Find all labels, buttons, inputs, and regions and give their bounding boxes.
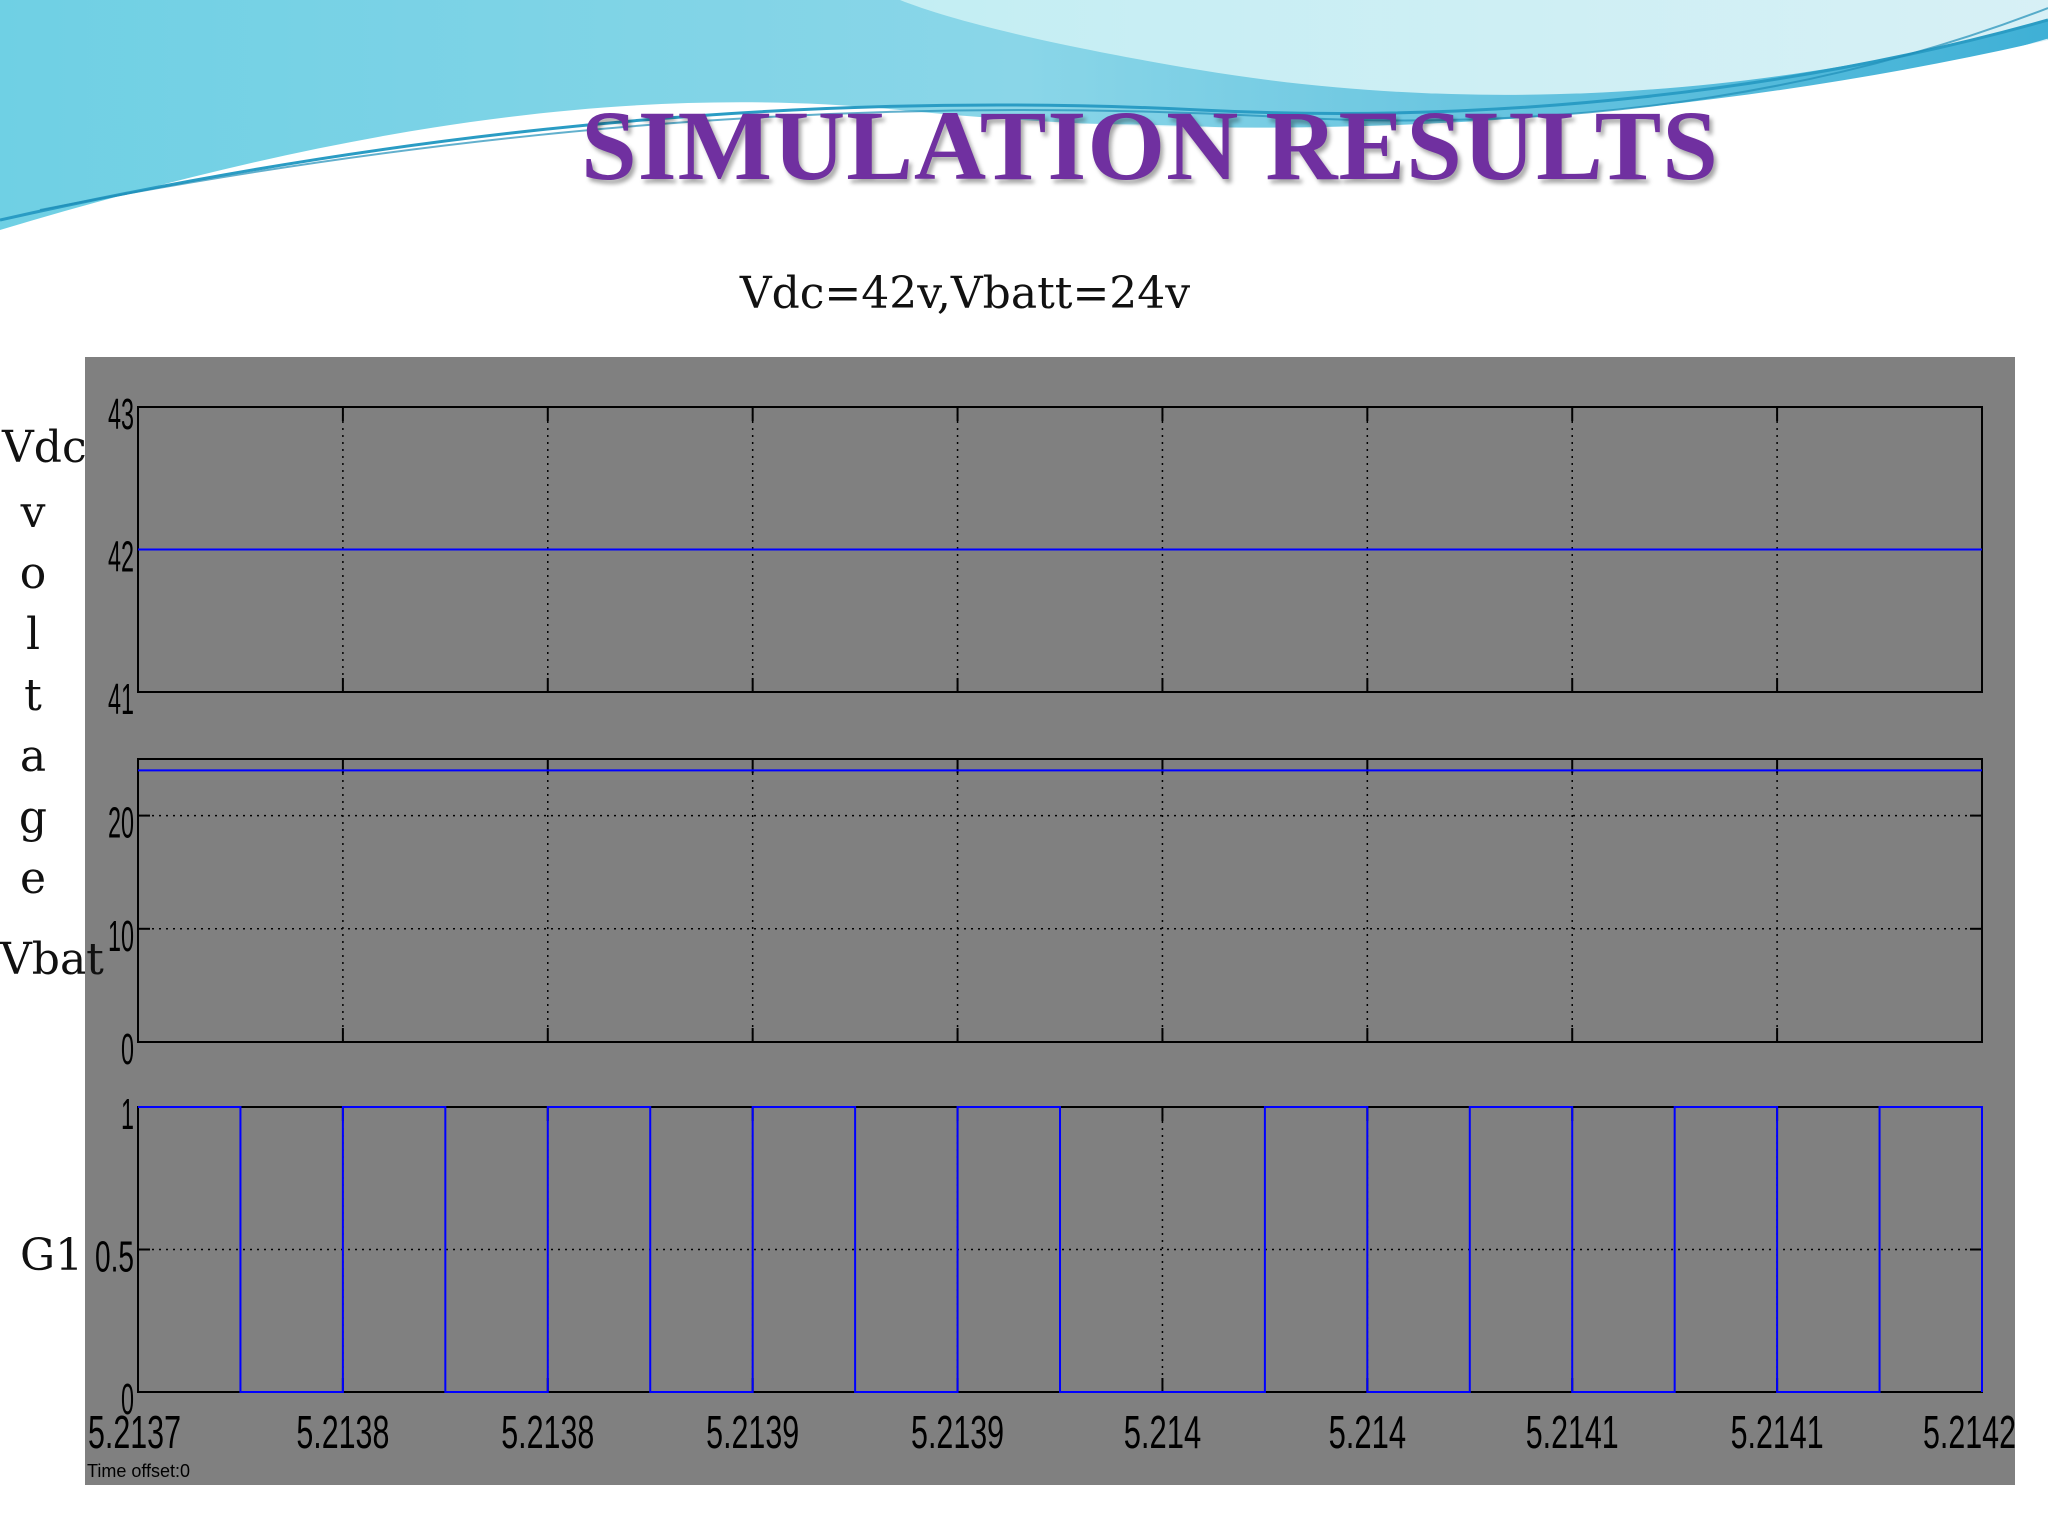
x-tick-label: 5.2138 — [501, 1406, 594, 1458]
series-line — [138, 1106, 1983, 1393]
x-tick-label: 5.2139 — [706, 1406, 799, 1458]
y-tick-label: 43 — [108, 390, 134, 439]
voltage-letter: l — [25, 609, 41, 660]
plot-panel-2: 0 10 20 — [108, 758, 1983, 1074]
y-tick-label: 20 — [108, 799, 134, 848]
x-tick-label: 5.2142 — [1923, 1406, 2015, 1458]
y-tick-label: 0.5 — [95, 1233, 134, 1282]
y-tick-label: 42 — [108, 533, 134, 582]
voltage-letter: g — [18, 792, 48, 843]
y-tick-label: 1 — [121, 1090, 134, 1139]
scope-plots: 41 42 43 0 10 20 0 0.5 1 5.2137 5.2138 5.2138 5.2139… — [87, 390, 2016, 1481]
x-tick-label: 5.2139 — [911, 1406, 1004, 1458]
vdc-side-label: Vdc — [2, 422, 87, 473]
g1-side-label: G1 — [20, 1230, 84, 1281]
slide-subtitle: Vdc=42v,Vbatt=24v — [739, 268, 1191, 319]
voltage-letter: v — [20, 487, 46, 538]
voltage-letter: t — [24, 670, 42, 721]
voltage-letter: e — [19, 853, 47, 904]
banner-swoosh — [0, 0, 2048, 234]
y-tick-label: 41 — [108, 675, 134, 724]
voltage-letter: o — [19, 548, 47, 599]
voltage-letter: a — [19, 731, 47, 782]
vbat-side-label: Vbat — [0, 934, 104, 985]
y-tick-label: 10 — [108, 912, 134, 961]
voltage-side-label: v o l t a g e — [18, 482, 48, 909]
time-offset-label: Time offset: — [87, 1461, 180, 1481]
x-tick-label: 5.2138 — [296, 1406, 389, 1458]
x-tick-label: 5.214 — [1329, 1406, 1407, 1458]
axes-frame — [137, 758, 1983, 1043]
x-tick-label: 5.2141 — [1731, 1406, 1824, 1458]
slide-title: SIMULATION RESULTS — [581, 90, 1719, 201]
x-tick-label: 5.214 — [1124, 1406, 1202, 1458]
scope-display: 41 42 43 0 10 20 0 0.5 1 5.2137 5.2138 5.2138 5.2139… — [85, 357, 2016, 1485]
plot-panel-3: 0 0.5 1 5.2137 5.2138 5.2138 5.2139 5.2139 5.214… — [88, 1090, 2016, 1458]
x-tick-label: 5.2141 — [1526, 1406, 1619, 1458]
y-tick-label: 0 — [121, 1375, 134, 1424]
plot-panel-1: 41 42 43 — [108, 390, 1983, 724]
x-tick-label: 5.2137 — [88, 1406, 181, 1458]
y-tick-label: 0 — [121, 1025, 134, 1074]
time-offset-value: 0 — [180, 1461, 190, 1481]
